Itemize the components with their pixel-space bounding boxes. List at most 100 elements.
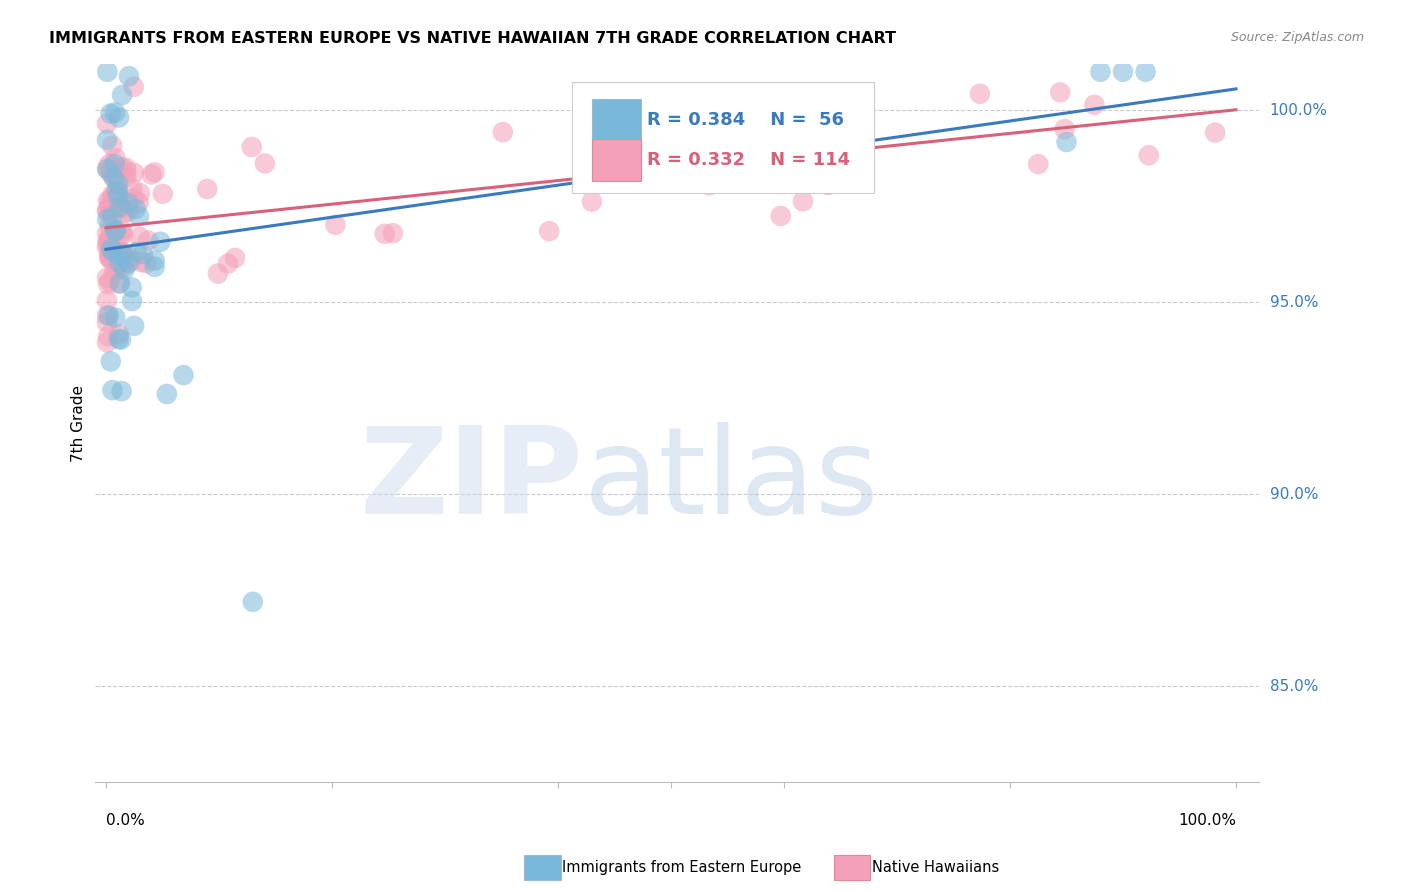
Point [104,105,127,120]
Point [1112,64,1135,78]
Point [1083,97,1105,112]
Point [110,244,132,259]
Point [103,199,125,213]
Point [325,218,347,232]
Point [108,256,131,270]
Point [111,260,134,274]
Point [96,161,118,175]
Point [792,194,814,209]
Point [643,163,665,178]
Text: R = 0.332    N = 114: R = 0.332 N = 114 [648,152,851,169]
Point [100,166,122,180]
Point [98,202,121,217]
Point [107,190,129,204]
Point [1026,157,1049,171]
Point [152,186,174,201]
Point [96,203,118,218]
Point [108,111,131,125]
Point [125,245,148,260]
Point [1135,64,1157,78]
Text: ZIP: ZIP [360,422,583,539]
Point [730,87,752,101]
Text: 0.0%: 0.0% [105,813,145,828]
Point [96,203,118,218]
Point [115,161,138,175]
Text: 90.0%: 90.0% [1270,487,1319,502]
Point [374,227,396,241]
Point [100,252,122,266]
Point [110,333,132,347]
FancyBboxPatch shape [592,99,641,141]
Text: 85.0%: 85.0% [1270,679,1317,694]
Point [122,79,145,94]
Point [96,227,118,241]
Point [538,224,561,238]
Point [96,293,118,308]
Point [105,260,128,274]
Point [97,232,120,246]
Point [121,293,143,308]
Point [96,309,118,323]
Point [122,318,145,333]
Point [697,178,720,193]
Point [117,256,139,270]
Point [1090,64,1112,78]
Point [762,155,785,169]
Point [1137,148,1160,162]
Point [581,194,603,209]
Point [1053,122,1076,136]
Point [110,227,132,242]
Point [775,135,797,149]
Point [122,191,145,205]
Point [108,191,131,205]
Point [96,315,118,329]
Point [98,247,121,261]
Point [107,202,129,216]
Point [786,162,808,177]
Point [122,166,145,180]
Point [195,182,218,196]
Text: Immigrants from Eastern Europe: Immigrants from Eastern Europe [562,860,801,874]
Point [769,209,792,223]
Point [747,167,769,181]
Point [97,194,120,208]
Point [121,181,143,195]
Point [100,166,122,180]
Point [103,265,125,279]
Point [96,116,118,130]
Point [98,219,121,233]
Text: 100.0%: 100.0% [1178,813,1236,828]
Point [128,195,150,210]
Point [97,309,120,323]
Point [156,387,179,401]
Point [111,88,134,103]
Point [118,250,141,264]
Point [117,204,139,219]
Point [114,206,136,220]
Text: 95.0%: 95.0% [1270,294,1319,310]
Point [105,194,128,209]
Point [817,178,839,192]
Point [97,277,120,291]
Point [98,233,121,247]
Text: 100.0%: 100.0% [1270,103,1327,118]
Point [107,177,129,191]
Point [103,170,125,185]
Point [110,223,132,237]
Point [111,161,134,175]
Point [149,235,172,249]
Point [96,271,118,285]
Point [101,246,124,260]
Point [96,64,118,78]
Point [104,310,127,325]
Text: R = 0.384    N =  56: R = 0.384 N = 56 [648,112,845,129]
Point [136,234,159,248]
Point [143,260,166,274]
Point [101,238,124,252]
Point [643,99,665,113]
Point [638,122,661,136]
Point [98,194,121,209]
Point [101,244,124,258]
Point [217,257,239,271]
Point [101,383,124,397]
